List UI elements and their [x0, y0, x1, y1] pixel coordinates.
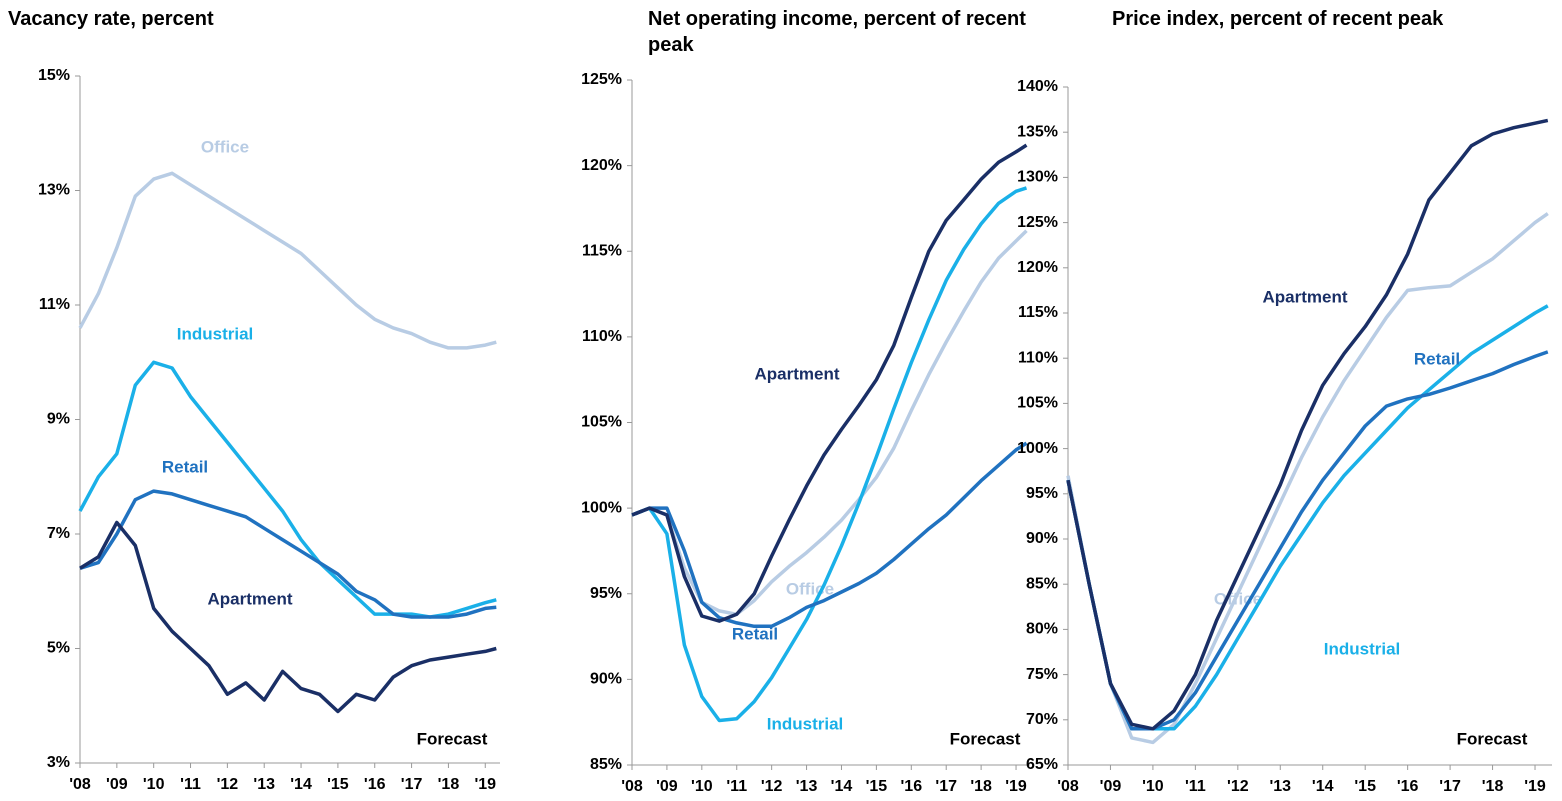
y-tick-label: 100% [581, 499, 622, 516]
series-label: Retail [162, 457, 208, 476]
x-tick-label: '13 [253, 776, 275, 793]
series-label: Industrial [767, 714, 844, 733]
y-tick-label: 105% [1017, 395, 1058, 412]
y-tick-label: 95% [1026, 485, 1058, 502]
series-line [78, 360, 497, 619]
x-tick-label: '15 [1354, 778, 1376, 795]
series-line [79, 520, 497, 714]
series-label: Apartment [754, 364, 839, 383]
series-label: Industrial [1324, 639, 1401, 658]
y-tick-label: 110% [582, 328, 622, 345]
series-line [79, 489, 497, 619]
series-line [1066, 304, 1549, 731]
x-tick-label: '13 [796, 778, 818, 795]
y-tick-label: 125% [581, 71, 622, 88]
y-tick-label: 13% [38, 182, 70, 199]
y-tick-label: 85% [590, 756, 622, 773]
x-tick-label: '12 [1227, 778, 1249, 795]
x-tick-label: '10 [691, 778, 713, 795]
x-tick-label: '19 [1524, 778, 1546, 795]
x-tick-label: '09 [1100, 778, 1122, 795]
series-label: Apartment [207, 589, 292, 608]
x-tick-label: '17 [935, 778, 957, 795]
x-tick-label: '19 [1005, 778, 1027, 795]
y-tick-label: 135% [1017, 123, 1058, 140]
y-tick-label: 9% [47, 411, 70, 428]
series-line [1066, 118, 1549, 731]
y-tick-label: 130% [1017, 169, 1058, 186]
annotation: Forecast [1457, 729, 1528, 748]
x-tick-label: '17 [1439, 778, 1461, 795]
series-line [1066, 212, 1549, 745]
y-tick-label: 115% [1018, 304, 1058, 321]
x-tick-label: '09 [106, 776, 128, 793]
x-tick-label: '13 [1269, 778, 1291, 795]
x-tick-label: '11 [1185, 778, 1206, 795]
x-tick-label: '16 [900, 778, 922, 795]
series-line [631, 441, 1028, 629]
annotation: Forecast [417, 729, 488, 748]
x-tick-label: '18 [438, 776, 460, 793]
y-tick-label: 115% [582, 242, 622, 259]
y-tick-label: 11% [39, 296, 70, 313]
y-tick-label: 3% [47, 754, 70, 771]
series-line [631, 229, 1028, 617]
y-tick-label: 95% [590, 585, 622, 602]
y-tick-label: 90% [1026, 530, 1058, 547]
series-label: Office [201, 137, 249, 156]
x-tick-label: '17 [401, 776, 423, 793]
y-tick-label: 100% [1017, 440, 1058, 457]
y-tick-label: 65% [1026, 756, 1058, 773]
series-line [78, 171, 497, 350]
x-tick-label: '10 [143, 776, 165, 793]
x-tick-label: '08 [621, 778, 643, 795]
panel-title: Vacancy rate, percent [8, 8, 214, 30]
x-tick-label: '16 [364, 776, 386, 793]
y-tick-label: 105% [581, 414, 622, 431]
x-tick-label: '11 [180, 776, 201, 793]
x-tick-label: '14 [290, 776, 312, 793]
x-tick-label: '09 [656, 778, 678, 795]
y-tick-label: 120% [1017, 259, 1058, 276]
annotation: Forecast [950, 729, 1021, 748]
y-tick-label: 125% [1017, 214, 1058, 231]
x-tick-label: '12 [761, 778, 783, 795]
panel-title: Net operating income, percent of recent … [648, 8, 1026, 56]
y-tick-label: 7% [47, 525, 70, 542]
x-tick-label: '16 [1397, 778, 1419, 795]
y-tick-label: 70% [1026, 711, 1058, 728]
y-tick-label: 75% [1026, 666, 1058, 683]
y-tick-label: 110% [1018, 349, 1058, 366]
series-label: Retail [1414, 349, 1460, 368]
x-tick-label: '08 [1057, 778, 1079, 795]
x-tick-label: '18 [1482, 778, 1504, 795]
y-tick-label: 120% [581, 157, 622, 174]
x-tick-label: '10 [1142, 778, 1164, 795]
x-tick-label: '15 [327, 776, 349, 793]
y-tick-label: 90% [590, 671, 622, 688]
x-tick-label: '14 [1312, 778, 1334, 795]
x-tick-label: '08 [69, 776, 91, 793]
series-label: Industrial [177, 324, 254, 343]
series-label: Office [786, 579, 834, 598]
series-label: Retail [732, 624, 778, 643]
y-tick-label: 5% [47, 640, 70, 657]
series-line [631, 143, 1028, 623]
x-tick-label: '19 [474, 776, 496, 793]
series-label: Apartment [1262, 287, 1347, 306]
x-tick-label: '11 [726, 778, 747, 795]
series-line [631, 186, 1028, 723]
series-line [1066, 350, 1549, 731]
x-tick-label: '12 [217, 776, 239, 793]
y-tick-label: 80% [1026, 621, 1058, 638]
x-tick-label: '14 [831, 778, 853, 795]
x-tick-label: '15 [866, 778, 888, 795]
y-tick-label: 85% [1026, 575, 1058, 592]
y-tick-label: 15% [38, 67, 70, 84]
x-tick-label: '18 [970, 778, 992, 795]
y-tick-label: 140% [1017, 78, 1058, 95]
panel-title: Price index, percent of recent peak [1112, 8, 1444, 30]
